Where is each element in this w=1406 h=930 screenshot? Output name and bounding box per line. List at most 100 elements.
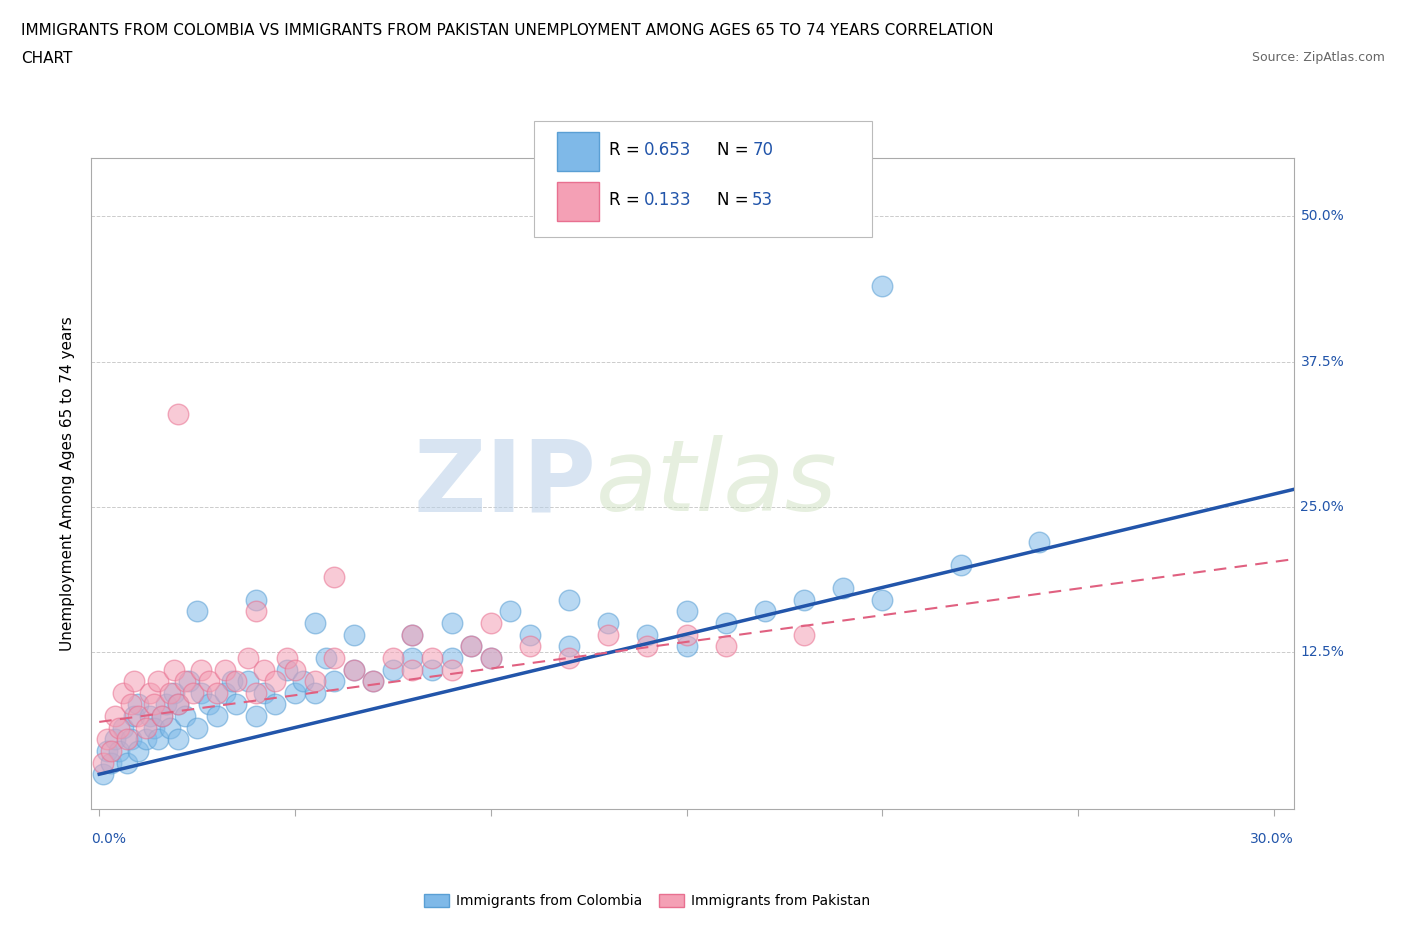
Text: 0.653: 0.653	[644, 140, 692, 159]
Point	[343, 662, 366, 677]
Text: IMMIGRANTS FROM COLOMBIA VS IMMIGRANTS FROM PAKISTAN UNEMPLOYMENT AMONG AGES 65 : IMMIGRANTS FROM COLOMBIA VS IMMIGRANTS F…	[21, 23, 994, 38]
Text: atlas: atlas	[596, 435, 838, 532]
Point	[401, 662, 423, 677]
Point	[675, 639, 697, 654]
Point	[236, 673, 259, 688]
Point	[636, 639, 658, 654]
Point	[420, 662, 443, 677]
Point	[479, 651, 502, 666]
Point	[363, 673, 385, 688]
Point	[190, 685, 212, 700]
Point	[276, 662, 298, 677]
Point	[159, 685, 181, 700]
Point	[115, 732, 138, 747]
Point	[401, 627, 423, 642]
Point	[155, 698, 177, 712]
Text: R =: R =	[609, 140, 645, 159]
Text: 53: 53	[752, 191, 773, 209]
Point	[166, 732, 188, 747]
Text: 25.0%: 25.0%	[1301, 499, 1344, 514]
Point	[714, 639, 737, 654]
Point	[558, 639, 581, 654]
Point	[139, 685, 162, 700]
Point	[166, 406, 188, 421]
Point	[253, 662, 276, 677]
Text: N =: N =	[717, 140, 754, 159]
Point	[91, 755, 114, 770]
Point	[104, 732, 127, 747]
Point	[162, 685, 184, 700]
Point	[479, 651, 502, 666]
Point	[754, 604, 776, 619]
Text: 0.0%: 0.0%	[91, 832, 127, 846]
Point	[120, 698, 142, 712]
Point	[245, 592, 267, 607]
Text: N =: N =	[717, 191, 754, 209]
Point	[264, 698, 287, 712]
Text: 12.5%: 12.5%	[1301, 645, 1344, 659]
Point	[190, 662, 212, 677]
Point	[214, 662, 236, 677]
Point	[793, 627, 815, 642]
Point	[186, 604, 208, 619]
Point	[120, 732, 142, 747]
Point	[284, 662, 307, 677]
Point	[499, 604, 522, 619]
Point	[146, 673, 169, 688]
Point	[323, 673, 346, 688]
Point	[150, 709, 173, 724]
Y-axis label: Unemployment Among Ages 65 to 74 years: Unemployment Among Ages 65 to 74 years	[60, 316, 76, 651]
Point	[111, 685, 134, 700]
Point	[440, 651, 463, 666]
Point	[291, 673, 314, 688]
Point	[343, 662, 366, 677]
Text: ZIP: ZIP	[413, 435, 596, 532]
Point	[714, 616, 737, 631]
Point	[276, 651, 298, 666]
Point	[323, 651, 346, 666]
Text: 50.0%: 50.0%	[1301, 209, 1344, 223]
Point	[198, 673, 221, 688]
Point	[214, 685, 236, 700]
Point	[675, 627, 697, 642]
Text: CHART: CHART	[21, 51, 73, 66]
Point	[107, 720, 129, 735]
Point	[181, 685, 204, 700]
Point	[91, 766, 114, 781]
Point	[245, 685, 267, 700]
Point	[363, 673, 385, 688]
Point	[793, 592, 815, 607]
Point	[1028, 534, 1050, 549]
Point	[186, 720, 208, 735]
Point	[460, 639, 482, 654]
Point	[420, 651, 443, 666]
Point	[104, 709, 127, 724]
Point	[519, 639, 541, 654]
Point	[872, 279, 894, 294]
Point	[558, 592, 581, 607]
Point	[304, 685, 326, 700]
Point	[245, 709, 267, 724]
Text: 70: 70	[752, 140, 773, 159]
Point	[115, 755, 138, 770]
Point	[124, 709, 146, 724]
Text: Source: ZipAtlas.com: Source: ZipAtlas.com	[1251, 51, 1385, 64]
Point	[460, 639, 482, 654]
Point	[440, 616, 463, 631]
Point	[343, 627, 366, 642]
Point	[949, 557, 972, 572]
Text: R =: R =	[609, 191, 645, 209]
Point	[245, 604, 267, 619]
Point	[440, 662, 463, 677]
Point	[225, 698, 247, 712]
Point	[100, 755, 122, 770]
Point	[253, 685, 276, 700]
Point	[96, 732, 118, 747]
Point	[675, 604, 697, 619]
Text: 30.0%: 30.0%	[1250, 832, 1294, 846]
Text: 37.5%: 37.5%	[1301, 354, 1344, 368]
Point	[135, 720, 157, 735]
Point	[127, 744, 149, 759]
Point	[143, 720, 166, 735]
Point	[135, 732, 157, 747]
